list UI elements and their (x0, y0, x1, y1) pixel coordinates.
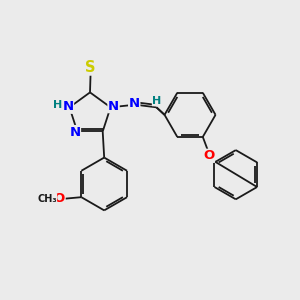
Text: N: N (108, 100, 119, 112)
Text: N: N (129, 97, 140, 110)
Text: N: N (62, 100, 74, 113)
Text: O: O (203, 149, 214, 162)
Text: S: S (85, 60, 96, 75)
Text: H: H (152, 96, 162, 106)
Text: CH₃: CH₃ (37, 194, 57, 204)
Text: O: O (54, 192, 65, 205)
Text: H: H (53, 100, 63, 110)
Text: N: N (69, 126, 80, 139)
